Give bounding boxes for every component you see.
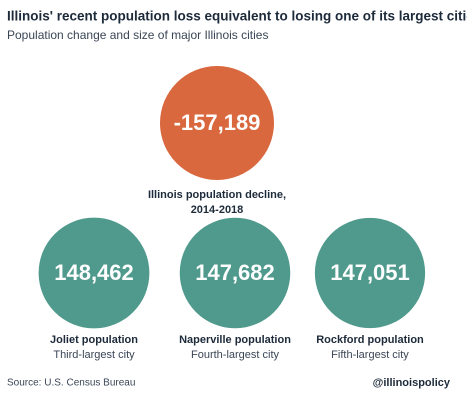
value-label: -157,189 — [174, 110, 261, 135]
description: 2014-2018 — [191, 204, 244, 216]
category-label: Illinois population decline, — [148, 189, 286, 201]
value-label: 147,682 — [195, 260, 275, 285]
chart-title: Illinois' recent population loss equival… — [7, 9, 467, 24]
chart-subtitle: Population change and size of major Illi… — [7, 28, 268, 42]
bubble — [314, 217, 426, 329]
description: Third-largest city — [53, 349, 135, 361]
credit: @illinoispolicy — [373, 377, 451, 389]
bubble — [160, 66, 274, 180]
bubble — [179, 217, 291, 329]
bubble — [38, 217, 150, 329]
category-label: Rockford population — [316, 334, 424, 346]
description: Fifth-largest city — [331, 349, 409, 361]
value-label: 147,051 — [330, 260, 410, 285]
description: Fourth-largest city — [191, 349, 280, 361]
value-label: 148,462 — [54, 260, 134, 285]
source: Source: U.S. Census Bureau — [7, 378, 135, 389]
category-label: Naperville population — [179, 334, 291, 346]
category-label: Joliet population — [50, 334, 138, 346]
